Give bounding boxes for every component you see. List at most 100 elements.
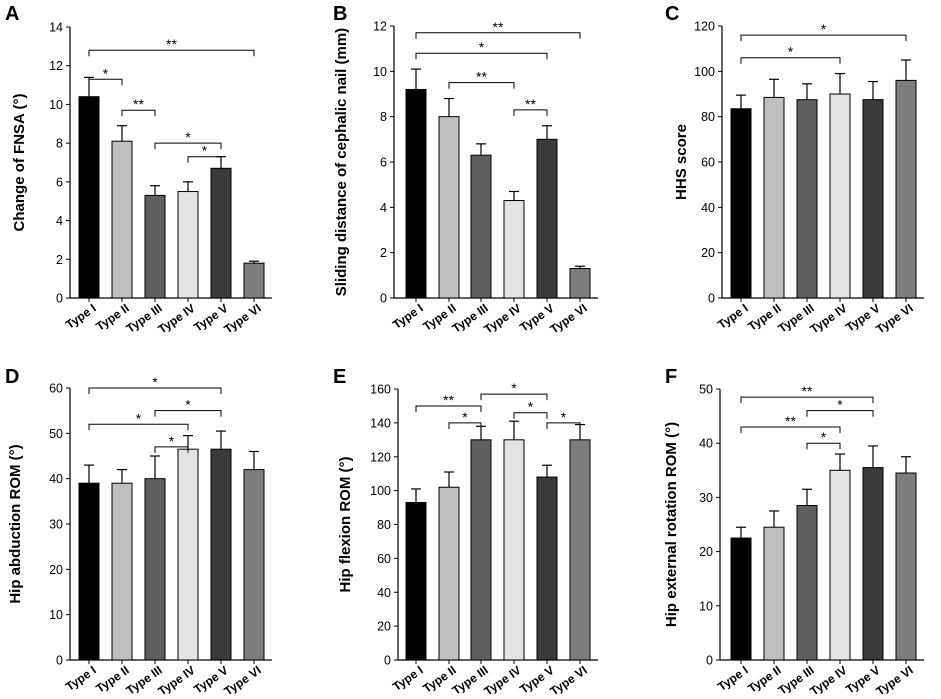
y-tick-label: 4 <box>380 201 387 215</box>
y-tick-label: 30 <box>699 491 713 505</box>
significance-bracket <box>806 442 841 450</box>
y-tick-label: 0 <box>384 654 391 668</box>
significance-bracket <box>448 422 482 429</box>
category-label: Type VI <box>873 663 915 698</box>
y-axis-label: Hip external rotation ROM (°) <box>663 422 680 627</box>
significance-label: * <box>103 65 109 81</box>
y-tick-label: 20 <box>701 246 715 260</box>
significance-label: * <box>837 397 843 413</box>
significance-label: ** <box>785 413 796 429</box>
y-tick-label: 160 <box>370 383 391 397</box>
y-tick-label: 0 <box>56 654 63 668</box>
y-axis-label: Hip flexion ROM (°) <box>337 457 354 593</box>
significance-bracket <box>415 32 581 39</box>
y-tick-label: 40 <box>49 472 63 486</box>
y-tick-label: 40 <box>377 586 391 600</box>
bar <box>503 439 525 661</box>
y-tick-label: 140 <box>370 416 391 430</box>
significance-label: ** <box>443 392 454 408</box>
significance-label: * <box>136 410 142 426</box>
significance-bracket <box>88 49 255 57</box>
y-tick-label: 100 <box>694 65 715 79</box>
category-label: Type I <box>390 301 426 332</box>
significance-bracket <box>806 410 874 417</box>
y-tick-label: 80 <box>377 518 391 532</box>
y-tick-label: 50 <box>49 427 63 441</box>
panel-letter: D <box>5 366 19 388</box>
panel-letter: C <box>665 3 679 25</box>
bar <box>829 93 851 299</box>
significance-bracket <box>88 423 189 431</box>
y-tick-label: 30 <box>49 518 63 532</box>
y-tick-label: 100 <box>370 484 391 498</box>
category-label: Type VI <box>547 301 589 336</box>
bar <box>438 116 460 299</box>
category-label: Type VI <box>221 301 263 336</box>
bar <box>536 476 558 661</box>
category-label: Type IV <box>155 301 197 336</box>
bar <box>895 472 917 661</box>
chart-panel-b: B Sliding distance of cephalic nail (mm) 0… <box>333 3 598 336</box>
y-tick-label: 60 <box>701 156 715 170</box>
category-label: Type I <box>63 663 99 694</box>
significance-label: * <box>561 409 567 425</box>
category-label: Type VI <box>547 663 589 698</box>
y-tick-label: 10 <box>373 65 387 79</box>
significance-bracket <box>121 109 156 117</box>
y-tick-label: 40 <box>701 201 715 215</box>
y-tick-label: 8 <box>380 110 387 124</box>
y-tick-label: 120 <box>370 450 391 464</box>
significance-bracket <box>88 387 222 394</box>
significance-bracket <box>154 446 189 453</box>
y-tick-label: 40 <box>699 437 713 451</box>
y-axis-label: HHS score <box>673 124 690 200</box>
bar <box>438 486 460 661</box>
y-tick-label: 20 <box>49 563 63 577</box>
y-axis-label: Hip abduction ROM (°) <box>7 444 24 603</box>
significance-bracket <box>513 109 548 116</box>
panel-letter: F <box>665 366 677 388</box>
y-tick-label: 60 <box>377 552 391 566</box>
bar <box>111 482 133 661</box>
y-tick-label: 4 <box>56 214 63 228</box>
significance-label: * <box>528 399 534 415</box>
bar <box>111 140 133 299</box>
bar <box>503 200 525 299</box>
panel-letter: E <box>333 366 346 388</box>
category-label: Type IV <box>155 663 197 698</box>
significance-bracket <box>740 57 841 64</box>
bar <box>144 478 166 661</box>
bar <box>470 154 492 299</box>
chart-panel-e: E Hip flexion ROM (°) 0 20 40 60 80 100 120 140 16… <box>333 366 598 698</box>
bar <box>210 448 232 661</box>
bar <box>895 79 917 299</box>
bar <box>243 469 265 661</box>
bar <box>796 99 818 299</box>
significance-bracket <box>415 52 548 60</box>
bar <box>210 167 232 299</box>
chart-panel-f: F Hip external rotation ROM (°) 0 10 20 30 40 5… <box>663 366 924 698</box>
category-label: Type IV <box>807 663 849 698</box>
y-axis-label: Sliding distance of cephalic nail (mm) <box>333 28 350 296</box>
y-tick-label: 6 <box>56 175 63 189</box>
bar <box>177 191 199 299</box>
bar <box>144 194 166 299</box>
bar <box>862 99 884 299</box>
significance-label: ** <box>133 96 144 112</box>
significance-bracket <box>154 410 222 417</box>
y-tick-label: 50 <box>699 383 713 397</box>
y-tick-label: 0 <box>380 292 387 306</box>
significance-bracket <box>415 405 482 412</box>
y-tick-label: 2 <box>380 246 387 260</box>
bar <box>78 482 100 661</box>
significance-label: * <box>462 409 468 425</box>
significance-bracket <box>154 142 222 150</box>
significance-label: ** <box>525 96 536 112</box>
y-tick-label: 10 <box>49 98 63 112</box>
significance-bracket <box>480 393 548 401</box>
y-tick-label: 80 <box>701 110 715 124</box>
bar <box>536 138 558 299</box>
significance-label: * <box>788 44 794 60</box>
y-tick-label: 8 <box>56 137 63 151</box>
